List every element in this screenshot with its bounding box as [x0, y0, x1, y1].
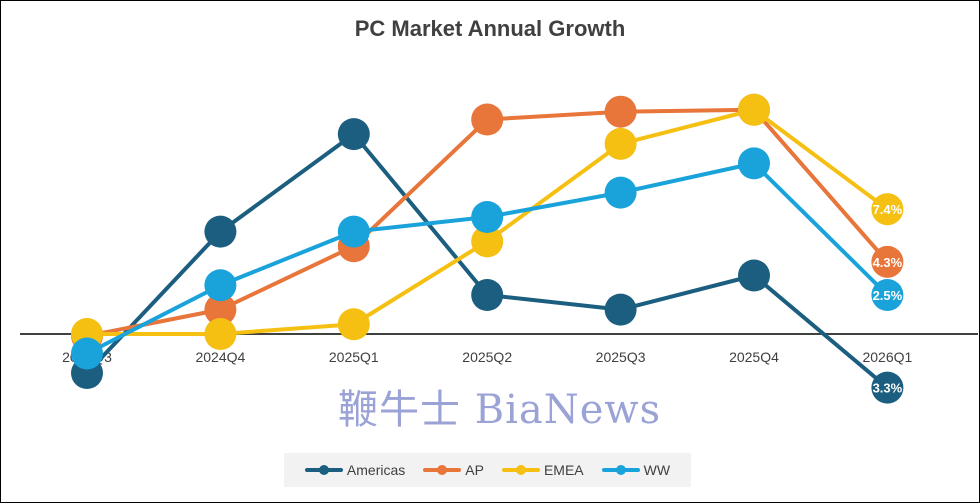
x-tick-label: 2025Q4 [729, 349, 779, 365]
watermark-logo: 鞭牛士 BiaNews [338, 387, 662, 433]
data-point-ap [871, 245, 904, 278]
legend-label: WW [643, 462, 671, 478]
legend-swatch [304, 465, 343, 475]
data-point-ww [604, 176, 637, 209]
data-label-ww: 2.5% [873, 288, 903, 303]
data-point-ww [471, 201, 504, 233]
data-point-americas [738, 259, 770, 292]
data-point-americas [871, 371, 904, 404]
data-label-americas: 3.3% [873, 381, 903, 396]
data-label-emea: 7.4% [873, 202, 903, 217]
series-line-ww [86, 161, 889, 356]
legend-item-emea: EMEA [501, 462, 584, 478]
data-point-emea [337, 308, 370, 341]
data-point-emea [738, 93, 770, 126]
chart-title: PC Market Annual Growth [354, 16, 626, 41]
x-tick-label: 2025Q2 [462, 349, 512, 365]
data-point-emea [871, 193, 904, 226]
x-tick-label: 2025Q3 [596, 349, 646, 365]
legend-label: Americas [346, 462, 406, 478]
data-point-americas [337, 118, 370, 151]
x-tick-label: 2026Q1 [862, 349, 912, 365]
data-point-emea [604, 127, 637, 160]
legend-item-americas: Americas [304, 462, 406, 478]
legend: Americas AP EMEA WW [284, 453, 691, 487]
data-point-americas [604, 293, 637, 326]
data-point-ww [738, 147, 770, 180]
legend-item-ap: AP [423, 462, 484, 478]
legend-label: EMEA [543, 462, 584, 478]
data-point-emea [204, 318, 237, 350]
data-point-ww [71, 337, 103, 370]
data-point-ww [204, 269, 237, 302]
data-point-ww [871, 279, 904, 311]
legend-swatch [501, 465, 540, 475]
data-label-ap: 4.3% [873, 255, 903, 270]
legend-swatch [601, 465, 640, 475]
legend-label: AP [465, 462, 484, 478]
data-point-americas [471, 279, 504, 311]
data-point-americas [204, 215, 237, 248]
legend-swatch [423, 465, 462, 475]
x-tick-label: 2024Q4 [195, 349, 245, 365]
data-point-emea [471, 225, 504, 258]
data-point-ww [337, 215, 370, 248]
x-tick-label: 2025Q1 [329, 349, 379, 365]
data-point-ap [204, 293, 237, 326]
data-point-ap [471, 103, 504, 136]
legend-item-ww: WW [601, 462, 671, 478]
data-point-ap [604, 95, 637, 128]
